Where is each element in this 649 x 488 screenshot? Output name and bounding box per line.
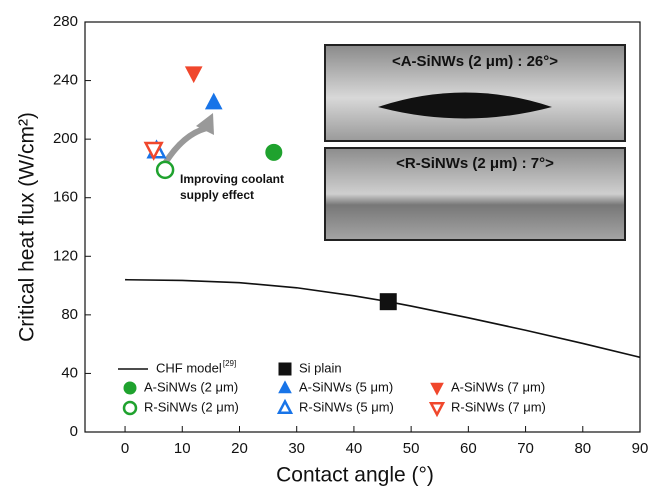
marker	[430, 382, 444, 396]
legend-label: R-SiNWs (5 μm)	[299, 399, 394, 414]
marker	[204, 92, 223, 110]
x-tick-label: 10	[174, 440, 191, 457]
y-tick-label: 200	[53, 130, 78, 147]
marker	[155, 160, 175, 180]
legend-label: R-SiNWs (2 μm)	[144, 399, 239, 414]
droplet	[378, 92, 552, 119]
y-tick-label: 80	[61, 306, 78, 323]
legend-label: A-SiNWs (5 μm)	[299, 379, 393, 394]
marker	[184, 66, 203, 84]
x-tick-label: 20	[231, 440, 248, 457]
legend-label: CHF model	[156, 360, 222, 375]
annotation-text: supply effect	[180, 188, 254, 202]
x-tick-label: 70	[517, 440, 534, 457]
x-tick-label: 50	[403, 440, 420, 457]
marker	[122, 400, 138, 416]
legend-reference: [29]	[223, 359, 236, 368]
marker	[123, 381, 137, 395]
x-tick-label: 40	[346, 440, 363, 457]
annotation-text: Improving coolant	[180, 172, 284, 186]
marker	[278, 362, 292, 376]
marker	[276, 398, 294, 415]
inset-images: <A-SiNWs (2 μm) : 26°> <R-SiNWs (2 μm) :…	[324, 44, 626, 241]
y-axis-label: Critical heat flux (W/cm²)	[16, 112, 39, 342]
legend-label: R-SiNWs (7 μm)	[451, 399, 546, 414]
annotation: Improving coolant supply effect	[157, 113, 284, 202]
legend-label: A-SiNWs (2 μm)	[144, 379, 238, 394]
marker	[143, 141, 164, 161]
inset-title: <R-SiNWs (2 μm) : 7°>	[396, 155, 554, 172]
plot-frame	[84, 21, 641, 433]
x-tick-label: 30	[288, 440, 305, 457]
y-tick-label: 160	[53, 189, 78, 206]
marker	[428, 401, 446, 418]
marker	[265, 143, 283, 161]
legend-label: Si plain	[299, 360, 342, 375]
x-tick-label: 0	[121, 440, 129, 457]
inset-image	[324, 147, 626, 241]
arrow-head	[196, 113, 214, 135]
legend-label: A-SiNWs (7 μm)	[451, 379, 545, 394]
inset-title: <A-SiNWs (2 μm) : 26°>	[392, 53, 558, 70]
y-tick-label: 280	[53, 13, 78, 30]
marker	[278, 380, 292, 394]
y-tick-label: 120	[53, 247, 78, 264]
x-axis-label: Contact angle (°)	[276, 464, 434, 487]
model-line	[125, 278, 641, 359]
x-tick-label: 60	[460, 440, 477, 457]
y-tick-label: 40	[61, 364, 78, 381]
x-tick-label: 80	[574, 440, 591, 457]
x-tick-label: 90	[632, 440, 649, 457]
marker	[379, 293, 397, 311]
y-tick-label: 0	[70, 423, 78, 440]
y-tick-label: 240	[53, 72, 78, 89]
